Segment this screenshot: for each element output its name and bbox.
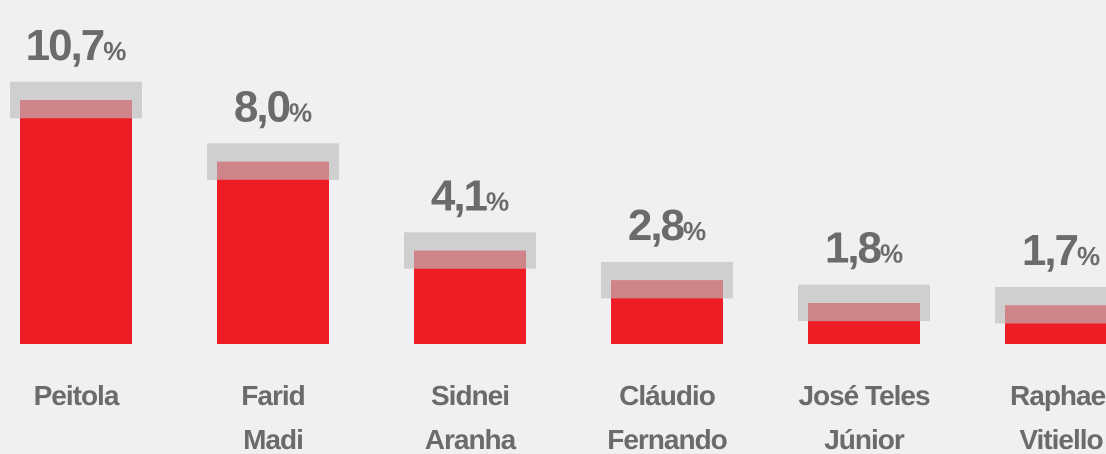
category-label: José Teles <box>798 380 930 411</box>
category-label: Júnior <box>824 424 905 454</box>
value-number: 8,0 <box>234 82 290 131</box>
margin-band <box>995 287 1106 324</box>
category-label: Fernando <box>607 424 727 454</box>
value-label: 4,1% <box>431 171 509 220</box>
category-label: Peitola <box>34 380 120 411</box>
margin-band <box>601 261 733 299</box>
margin-band <box>404 232 536 269</box>
value-label: 8,0% <box>234 82 312 131</box>
bar <box>217 161 329 344</box>
category-label: Aranha <box>425 424 517 454</box>
value-unit: % <box>683 216 706 246</box>
margin-band <box>798 284 930 322</box>
value-unit: % <box>103 36 126 66</box>
value-label: 2,8% <box>628 201 706 250</box>
value-number: 2,8 <box>628 201 685 250</box>
category-label: Madi <box>243 424 303 454</box>
bar <box>20 100 132 344</box>
category-label: Raphael <box>1010 380 1106 411</box>
value-number: 4,1 <box>431 171 488 220</box>
category-label: Cláudio <box>619 380 716 411</box>
value-number: 10,7 <box>26 21 104 70</box>
category-label: Vitiello <box>1019 424 1103 454</box>
value-label: 10,7% <box>26 21 127 70</box>
value-unit: % <box>880 239 903 269</box>
value-label: 1,7% <box>1022 226 1100 275</box>
value-number: 1,8 <box>825 224 882 273</box>
margin-band <box>10 81 142 119</box>
value-unit: % <box>289 97 312 127</box>
value-number: 1,7 <box>1022 226 1078 275</box>
category-label: Sidnei <box>431 380 509 411</box>
category-label: Farid <box>241 380 304 411</box>
value-unit: % <box>486 186 509 216</box>
value-label: 1,8% <box>825 224 903 273</box>
margin-band <box>207 143 339 180</box>
value-unit: % <box>1077 241 1100 271</box>
